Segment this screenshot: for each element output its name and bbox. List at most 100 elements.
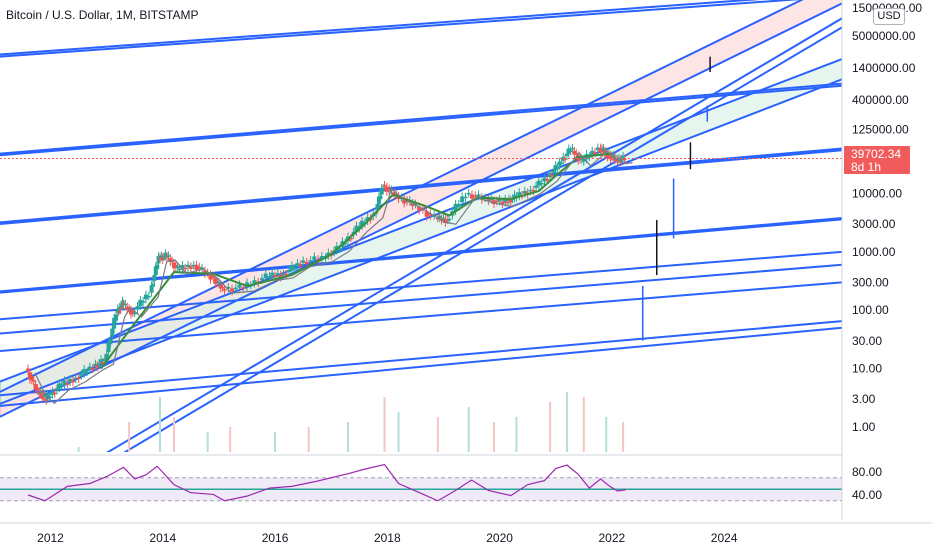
- candle: [568, 150, 573, 152]
- candle: [275, 273, 280, 276]
- candle: [26, 368, 31, 372]
- trendline-1: [0, 0, 762, 56]
- candle: [281, 273, 286, 276]
- candle: [615, 159, 620, 162]
- candle: [52, 392, 57, 395]
- trendline-0: [0, 0, 802, 58]
- candle: [175, 266, 180, 269]
- candle: [95, 365, 100, 368]
- volume-bar: [492, 422, 495, 452]
- price-tick-label: 1000.00: [852, 245, 896, 259]
- candle: [116, 311, 121, 313]
- volume-bar: [307, 427, 310, 452]
- candle: [48, 396, 53, 398]
- candle: [491, 200, 496, 205]
- candle: [531, 189, 536, 192]
- candle: [402, 198, 407, 204]
- candle: [590, 150, 595, 155]
- candle: [417, 206, 422, 211]
- candle: [132, 312, 137, 315]
- candle: [469, 194, 474, 199]
- candle: [159, 255, 164, 258]
- candle: [289, 265, 294, 271]
- candle: [621, 155, 626, 159]
- candle: [114, 314, 119, 321]
- candle: [164, 256, 169, 258]
- candle: [82, 369, 87, 374]
- candle: [354, 225, 359, 232]
- candle: [112, 317, 117, 329]
- price-tick-label: 3.00: [852, 392, 876, 406]
- volume-bar: [582, 397, 585, 452]
- candle: [216, 281, 221, 284]
- candle: [31, 380, 36, 382]
- price-tick-label: 400000.00: [852, 93, 909, 107]
- candle: [360, 220, 365, 227]
- candle: [59, 384, 64, 387]
- candle: [545, 179, 550, 181]
- candle: [295, 263, 300, 267]
- candle: [375, 204, 380, 209]
- candle: [143, 294, 148, 300]
- trendline-13: [106, 17, 842, 452]
- candle: [534, 185, 539, 188]
- candle: [38, 392, 43, 395]
- last-price-badge: 39702.34 8d 1h: [844, 146, 910, 174]
- candle: [500, 201, 505, 205]
- candle: [157, 257, 162, 259]
- candle: [619, 158, 624, 161]
- trendline-18: [0, 58, 842, 383]
- candle: [270, 272, 275, 276]
- candle: [70, 380, 75, 383]
- candle: [226, 286, 231, 289]
- candle: [622, 158, 627, 161]
- candle: [570, 148, 575, 150]
- candle: [233, 287, 238, 290]
- candle: [564, 153, 569, 157]
- volume-bar: [397, 412, 400, 452]
- candle: [453, 203, 458, 212]
- candle: [378, 196, 383, 200]
- candle: [312, 256, 317, 261]
- candle: [218, 284, 223, 289]
- candle: [194, 264, 199, 270]
- candle: [85, 371, 90, 374]
- candle: [308, 260, 313, 262]
- trendline-2: [0, 84, 842, 157]
- price-tick-label: 10000.00: [852, 186, 902, 200]
- symbol-title: Bitcoin / U.S. Dollar, 1M, BITSTAMP: [6, 8, 199, 22]
- candle: [186, 264, 191, 268]
- candle: [42, 395, 47, 397]
- candle: [149, 285, 154, 293]
- candle: [605, 153, 610, 158]
- candle: [595, 147, 600, 150]
- candle: [476, 194, 481, 197]
- candle: [489, 198, 494, 201]
- candle: [473, 195, 478, 197]
- candle: [197, 266, 202, 269]
- volume-bar: [173, 417, 176, 452]
- candle: [301, 260, 306, 263]
- candle: [65, 383, 70, 385]
- time-tick-label: 2020: [486, 531, 513, 545]
- candle: [466, 192, 471, 195]
- candle: [382, 184, 387, 187]
- candle: [79, 373, 84, 376]
- candle: [376, 196, 381, 205]
- candle: [211, 276, 216, 278]
- candle: [183, 267, 188, 270]
- trendline-6: [0, 218, 842, 294]
- currency-button[interactable]: USD: [873, 8, 905, 25]
- candle: [298, 264, 303, 267]
- candle: [166, 255, 171, 257]
- candle: [118, 308, 123, 310]
- candle: [259, 278, 264, 280]
- rsi-tick-label: 40.00: [852, 488, 882, 502]
- candle: [156, 256, 161, 264]
- candle: [76, 377, 81, 380]
- moving-average: [100, 152, 612, 370]
- candle: [29, 376, 34, 381]
- candle: [55, 388, 60, 391]
